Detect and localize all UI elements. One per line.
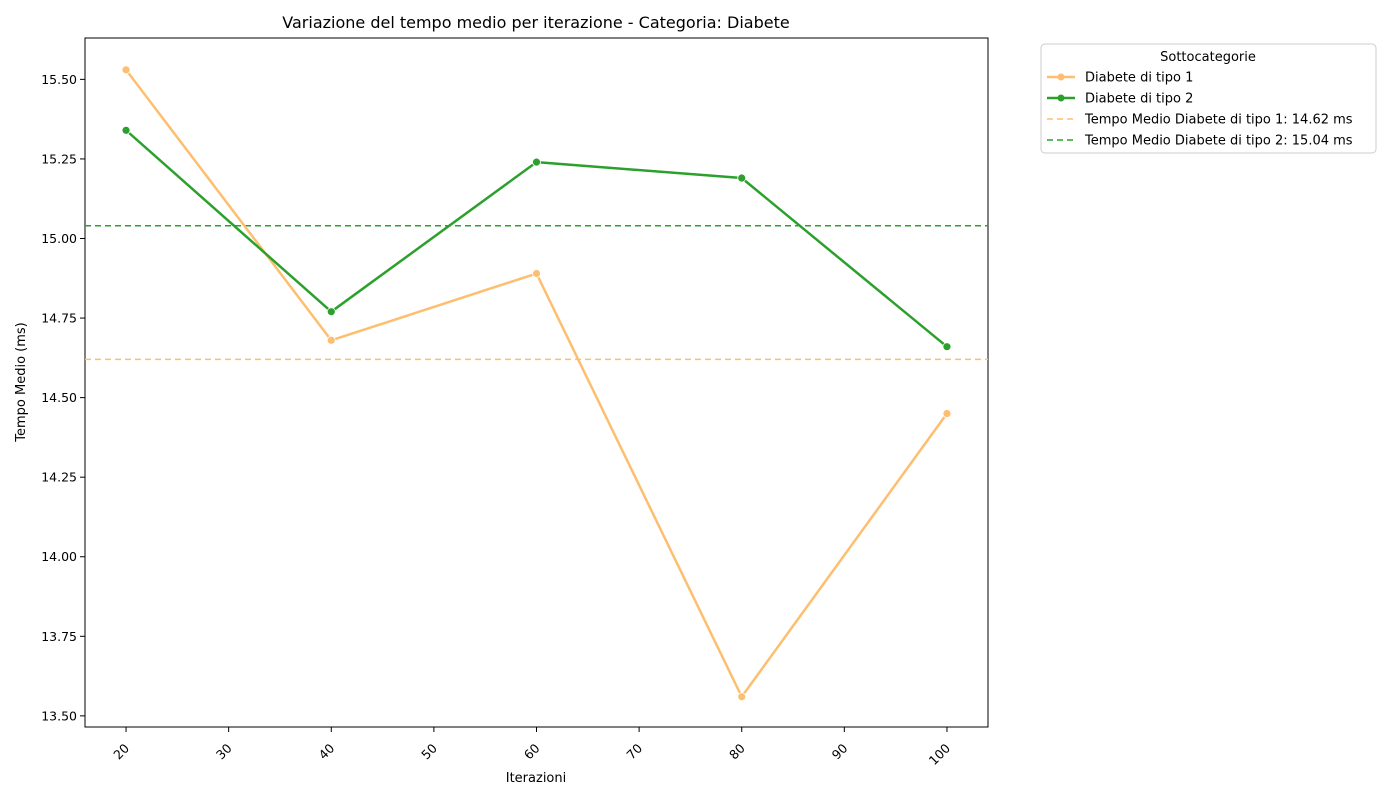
data-point-s1-2 <box>326 335 336 345</box>
y-axis-label: Tempo Medio (ms) <box>14 322 29 442</box>
data-point-s1-1 <box>121 65 131 75</box>
x-tick-label: 20 <box>110 740 132 762</box>
legend-item-3: Tempo Medio Diabete di tipo 1: 14.62 ms <box>1047 113 1353 128</box>
data-point-s2-4 <box>737 173 747 183</box>
data-point-s2-3 <box>532 157 541 167</box>
x-tick-label: 60 <box>521 740 543 762</box>
legend-item-1: Diabete di tipo 1 <box>1047 71 1193 86</box>
y-tick-label: 15.50 <box>41 72 77 87</box>
data-point-s2-1 <box>121 125 131 135</box>
legend-item-4: Tempo Medio Diabete di tipo 2: 15.04 ms <box>1047 134 1353 149</box>
x-tick-label: 30 <box>213 740 235 762</box>
y-tick-label: 14.00 <box>41 549 77 564</box>
y-tick-label: 13.50 <box>41 708 77 723</box>
legend-marker <box>1057 73 1065 81</box>
data-point-s1-5 <box>942 409 952 418</box>
reference-lines <box>85 225 988 361</box>
data-point-s2-2 <box>326 307 336 317</box>
x-tick-label: 100 <box>926 740 954 768</box>
y-tick-label: 13.75 <box>41 629 77 644</box>
y-axis: 13.50 13.75 14.00 14.25 14.50 14.75 15.00 15.25… <box>41 72 85 723</box>
x-tick-label: 70 <box>623 740 645 762</box>
legend-label: Diabete di tipo 1 <box>1085 71 1193 86</box>
legend: Sottocategorie Diabete di tipo 1 Diabete … <box>1040 43 1377 154</box>
x-tick-label: 50 <box>418 740 440 762</box>
x-tick-label: 80 <box>726 740 748 762</box>
x-tick-label: 90 <box>829 740 851 762</box>
legend-frame <box>1040 43 1377 154</box>
legend-label: Tempo Medio Diabete di tipo 2: 15.04 ms <box>1084 134 1353 149</box>
legend-title: Sottocategorie <box>1160 50 1256 65</box>
legend-marker <box>1057 94 1065 102</box>
y-tick-label: 15.25 <box>41 151 77 166</box>
y-tick-label: 14.75 <box>41 311 77 326</box>
y-tick-label: 15.00 <box>41 231 77 246</box>
plot-area <box>84 37 989 728</box>
x-axis-label: Iterazioni <box>506 771 566 786</box>
legend-label: Tempo Medio Diabete di tipo 1: 14.62 ms <box>1084 113 1353 128</box>
legend-label: Diabete di tipo 2 <box>1085 92 1193 107</box>
series-markers <box>121 65 952 702</box>
chart-title: Variazione del tempo medio per iterazion… <box>282 13 789 32</box>
data-point-s1-4 <box>737 692 747 702</box>
plot-frame <box>84 37 989 728</box>
data-point-s1-3 <box>532 269 541 278</box>
data-point-s2-5 <box>942 342 952 352</box>
x-axis: 20 30 40 50 60 70 80 90 100 <box>110 727 953 768</box>
legend-item-2: Diabete di tipo 2 <box>1047 92 1193 107</box>
y-tick-label: 14.25 <box>41 470 77 485</box>
x-tick-label: 40 <box>316 740 338 762</box>
y-tick-label: 14.50 <box>41 390 77 405</box>
